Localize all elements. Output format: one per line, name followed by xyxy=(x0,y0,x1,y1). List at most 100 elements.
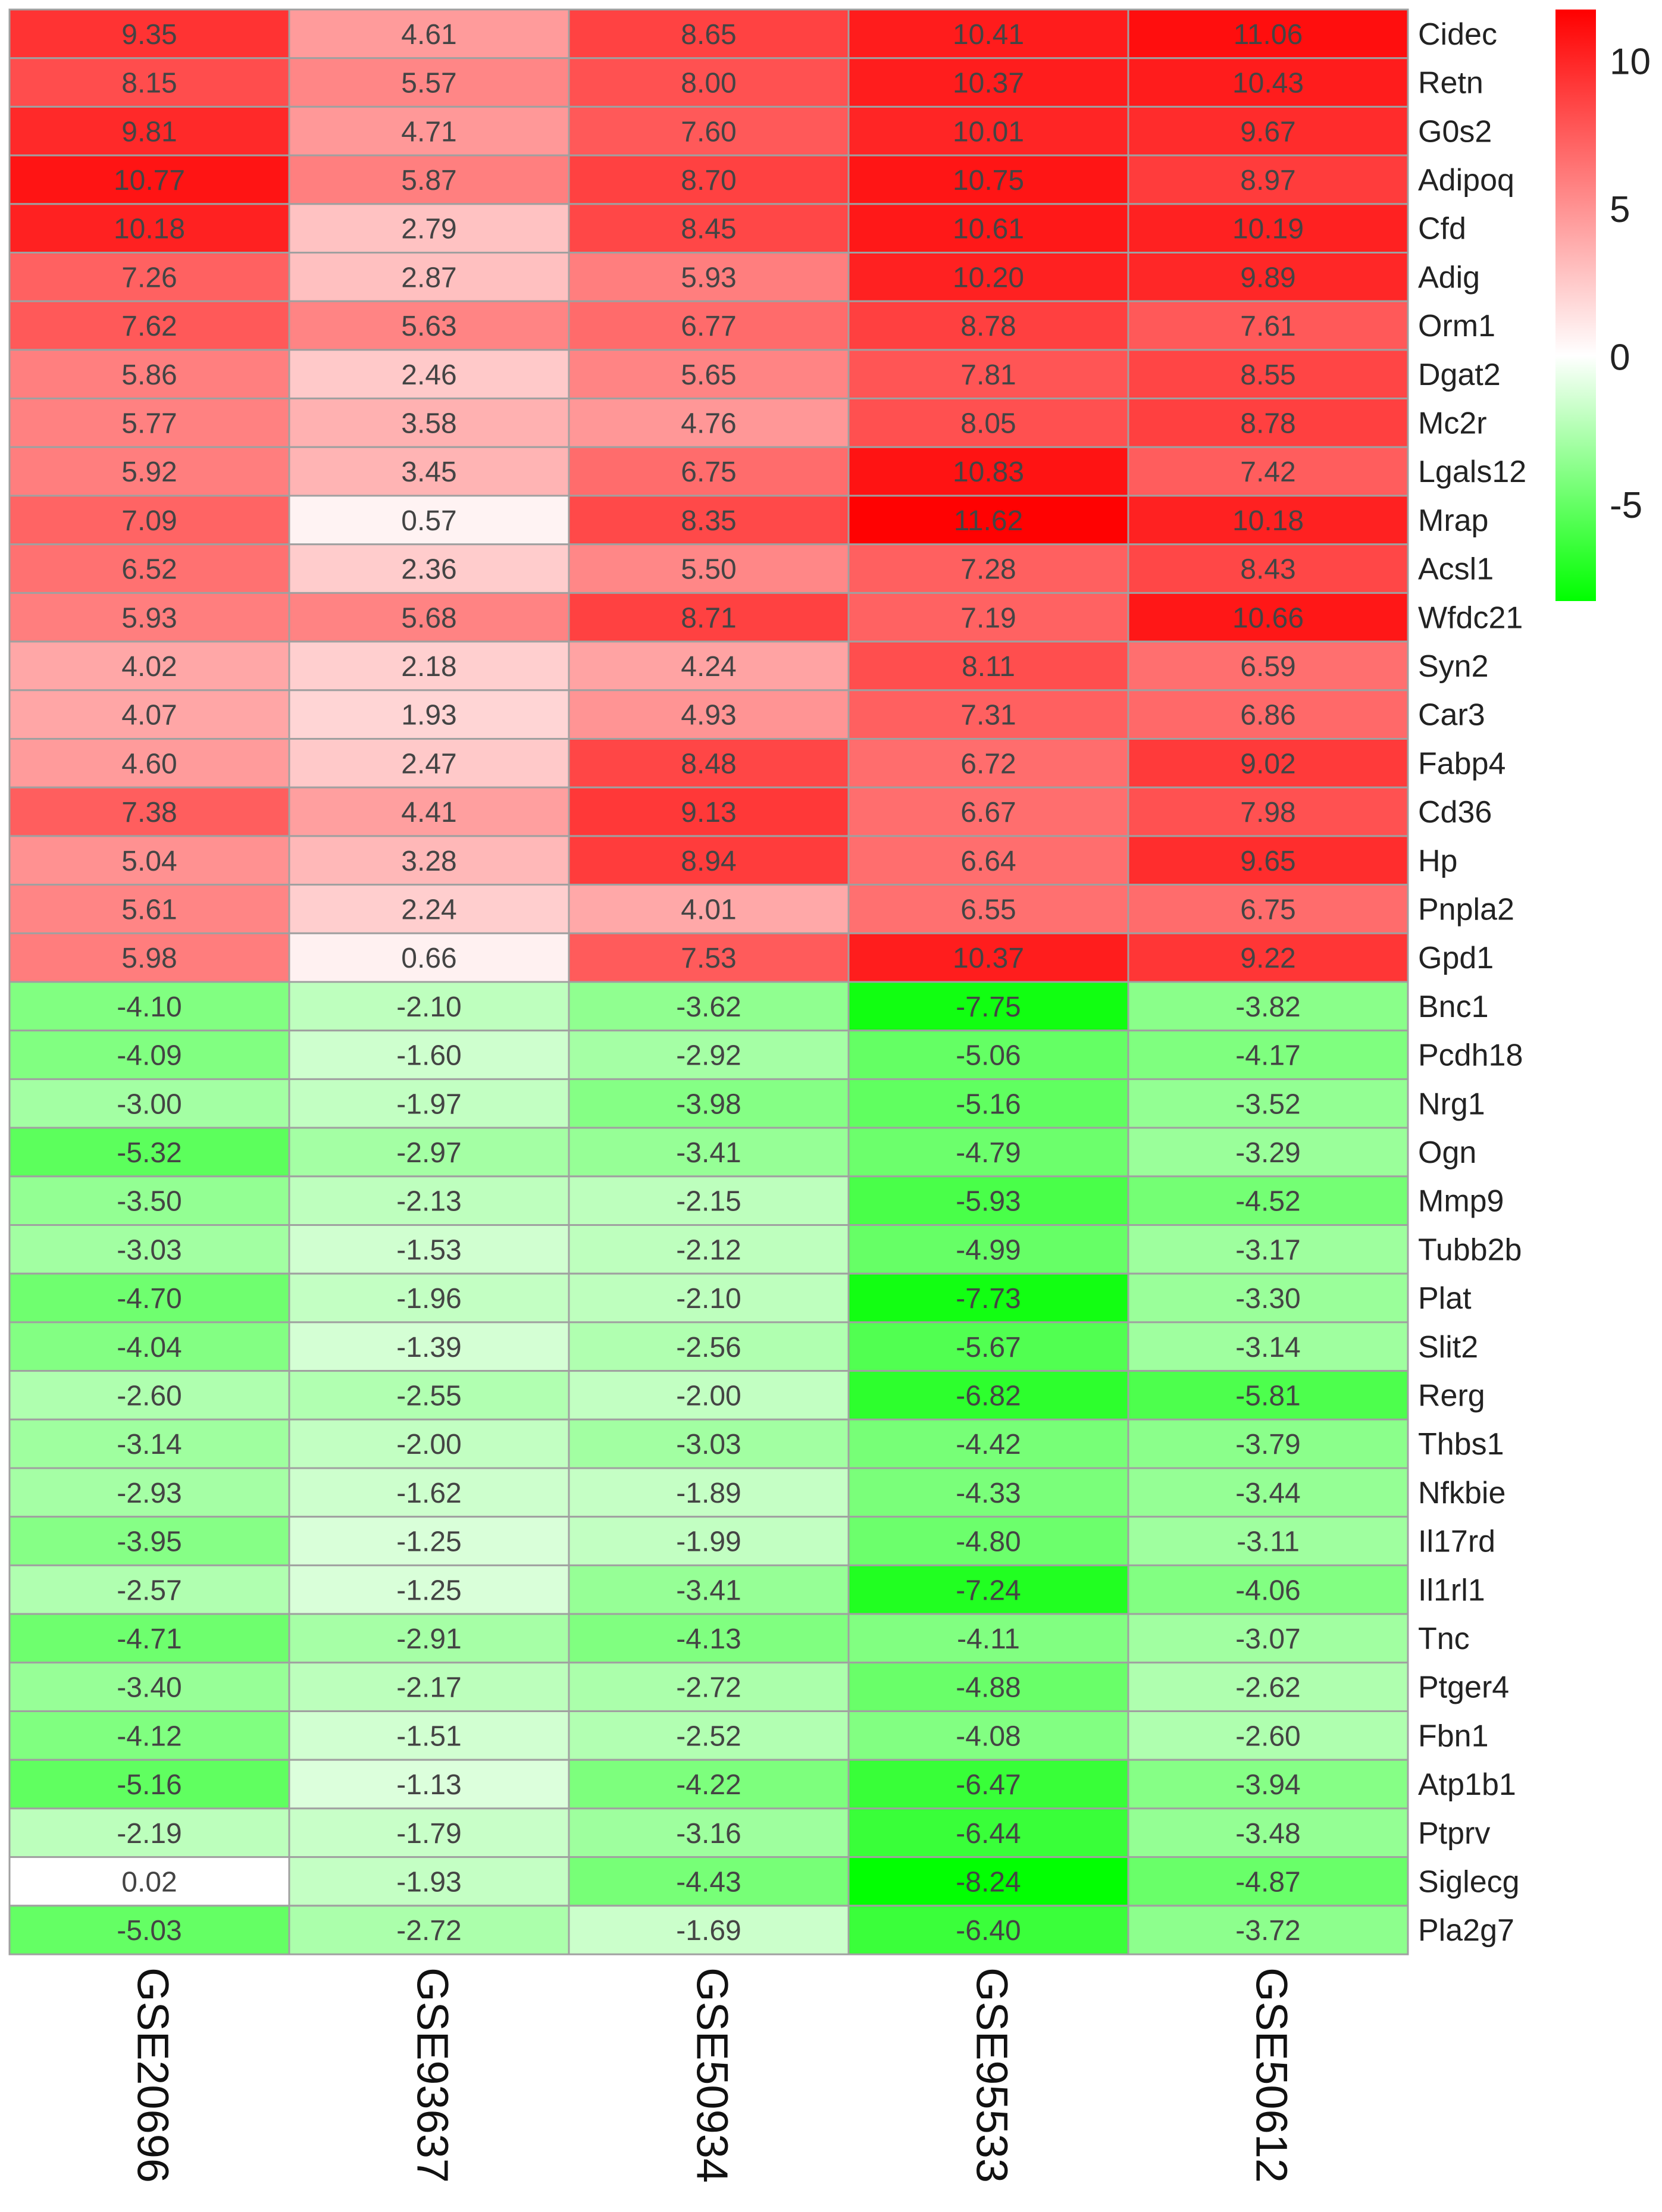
row-label: Fabp4 xyxy=(1418,746,1505,781)
heatmap-cell xyxy=(847,981,1129,1032)
cell-value-label: -4.52 xyxy=(1235,1186,1300,1218)
heatmap-cell xyxy=(288,1224,570,1275)
cell-value-label: 8.70 xyxy=(681,165,736,196)
cell-value-label: -2.19 xyxy=(117,1818,181,1850)
row-label: Mmp9 xyxy=(1418,1184,1504,1219)
cell-value-label: -4.10 xyxy=(117,991,181,1023)
row-label: Lgals12 xyxy=(1418,455,1526,489)
row-label: Retn xyxy=(1418,66,1483,101)
cell-value-label: 8.05 xyxy=(960,408,1016,439)
heatmap-cell xyxy=(288,398,570,448)
cell-value-label: -2.55 xyxy=(396,1380,461,1412)
heatmap-cell xyxy=(847,252,1129,302)
heatmap-cell xyxy=(288,786,570,837)
row-label: Car3 xyxy=(1418,698,1485,733)
heatmap-cell xyxy=(288,1418,570,1469)
cell-value-label: -2.92 xyxy=(676,1040,741,1072)
row-label: Rerg xyxy=(1418,1378,1485,1413)
cell-value-label: -3.11 xyxy=(1237,1526,1300,1558)
heatmap-cell xyxy=(568,786,850,837)
cell-value-label: -6.40 xyxy=(956,1915,1021,1947)
heatmap-cell xyxy=(8,203,290,254)
cell-value-label: 8.71 xyxy=(681,602,736,634)
cell-value-label: -5.16 xyxy=(117,1769,181,1801)
cell-value-label: 8.43 xyxy=(1240,554,1295,586)
cell-value-label: -3.14 xyxy=(117,1429,181,1460)
cell-value-label: -3.52 xyxy=(1235,1088,1300,1120)
heatmap-cell xyxy=(288,8,570,60)
column-label: GSE95533 xyxy=(967,1967,1016,2183)
row-label: G0s2 xyxy=(1418,114,1492,149)
row-label: Tubb2b xyxy=(1418,1232,1522,1267)
cell-value-label: 2.87 xyxy=(401,262,456,293)
cell-value-label: 7.26 xyxy=(121,262,177,293)
heatmap-cell xyxy=(8,1904,290,1956)
heatmap-cell xyxy=(8,1224,290,1275)
heatmap-cell xyxy=(8,8,290,60)
cell-value-label: -3.29 xyxy=(1235,1137,1300,1169)
heatmap-cell xyxy=(288,203,570,254)
cell-value-label: -7.73 xyxy=(956,1283,1021,1315)
cell-value-label: 5.61 xyxy=(121,894,177,925)
colorbar-tick-label: 0 xyxy=(1610,337,1630,378)
cell-value-label: 0.66 xyxy=(401,943,456,974)
heatmap-cell xyxy=(8,1418,290,1469)
heatmap-cell xyxy=(288,640,570,692)
cell-value-label: -1.97 xyxy=(396,1088,461,1120)
heatmap-cell xyxy=(1127,349,1409,400)
cell-value-label: -3.41 xyxy=(676,1137,741,1169)
cell-value-label: -4.80 xyxy=(956,1526,1021,1558)
heatmap-cell xyxy=(288,1807,570,1859)
cell-value-label: 7.28 xyxy=(960,554,1016,586)
cell-value-label: 3.28 xyxy=(401,846,456,877)
cell-value-label: 8.00 xyxy=(681,68,736,99)
cell-value-label: -4.09 xyxy=(117,1040,181,1072)
heatmap-cell xyxy=(8,1613,290,1664)
row-label: Cfd xyxy=(1418,212,1466,246)
row-label: Il17rd xyxy=(1418,1525,1495,1559)
row-label: Hp xyxy=(1418,844,1457,878)
heatmap-cell xyxy=(288,835,570,886)
cell-value-label: -2.57 xyxy=(117,1575,181,1606)
cell-value-label: -2.52 xyxy=(676,1720,741,1752)
cell-value-label: 7.31 xyxy=(960,700,1016,731)
heatmap-cell xyxy=(568,1807,850,1859)
heatmap-cell xyxy=(288,105,570,157)
cell-value-label: 2.46 xyxy=(401,359,456,391)
cell-value-label: 11.62 xyxy=(954,505,1024,537)
cell-value-label: -6.47 xyxy=(956,1769,1021,1801)
cell-value-label: -2.56 xyxy=(676,1332,741,1363)
heatmap-cell xyxy=(288,252,570,302)
heatmap-cell xyxy=(568,1613,850,1664)
heatmap-cell xyxy=(568,981,850,1032)
heatmap-cell xyxy=(8,592,290,643)
cell-value-label: -3.03 xyxy=(676,1429,741,1460)
cell-value-label: -4.33 xyxy=(956,1478,1021,1509)
cell-value-label: -2.12 xyxy=(676,1234,741,1266)
cell-value-label: 4.76 xyxy=(681,408,736,439)
cell-value-label: 9.89 xyxy=(1240,262,1295,293)
heatmap-cell xyxy=(288,738,570,789)
heatmap-cell xyxy=(8,1710,290,1761)
cell-value-label: -1.93 xyxy=(396,1866,461,1898)
cell-value-label: -2.97 xyxy=(396,1137,461,1169)
cell-value-label: -3.48 xyxy=(1235,1818,1300,1850)
heatmap-cell xyxy=(1127,640,1409,692)
cell-value-label: 4.71 xyxy=(401,116,456,148)
cell-value-label: 6.86 xyxy=(1240,700,1295,731)
cell-value-label: 10.18 xyxy=(114,214,185,245)
cell-value-label: -3.30 xyxy=(1235,1283,1300,1315)
heatmap-cell xyxy=(1127,1710,1409,1761)
cell-value-label: -2.00 xyxy=(396,1429,461,1460)
heatmap-cell xyxy=(288,1904,570,1956)
heatmap-cell xyxy=(847,349,1129,400)
cell-value-label: 8.78 xyxy=(1240,408,1295,439)
heatmap-cell xyxy=(847,1418,1129,1469)
heatmap-cell xyxy=(1127,1272,1409,1324)
cell-value-label: -2.17 xyxy=(396,1672,461,1704)
cell-value-label: 4.93 xyxy=(681,700,736,731)
cell-value-label: 5.86 xyxy=(121,359,177,391)
cell-value-label: -3.98 xyxy=(676,1088,741,1120)
heatmap-cell xyxy=(8,300,290,351)
